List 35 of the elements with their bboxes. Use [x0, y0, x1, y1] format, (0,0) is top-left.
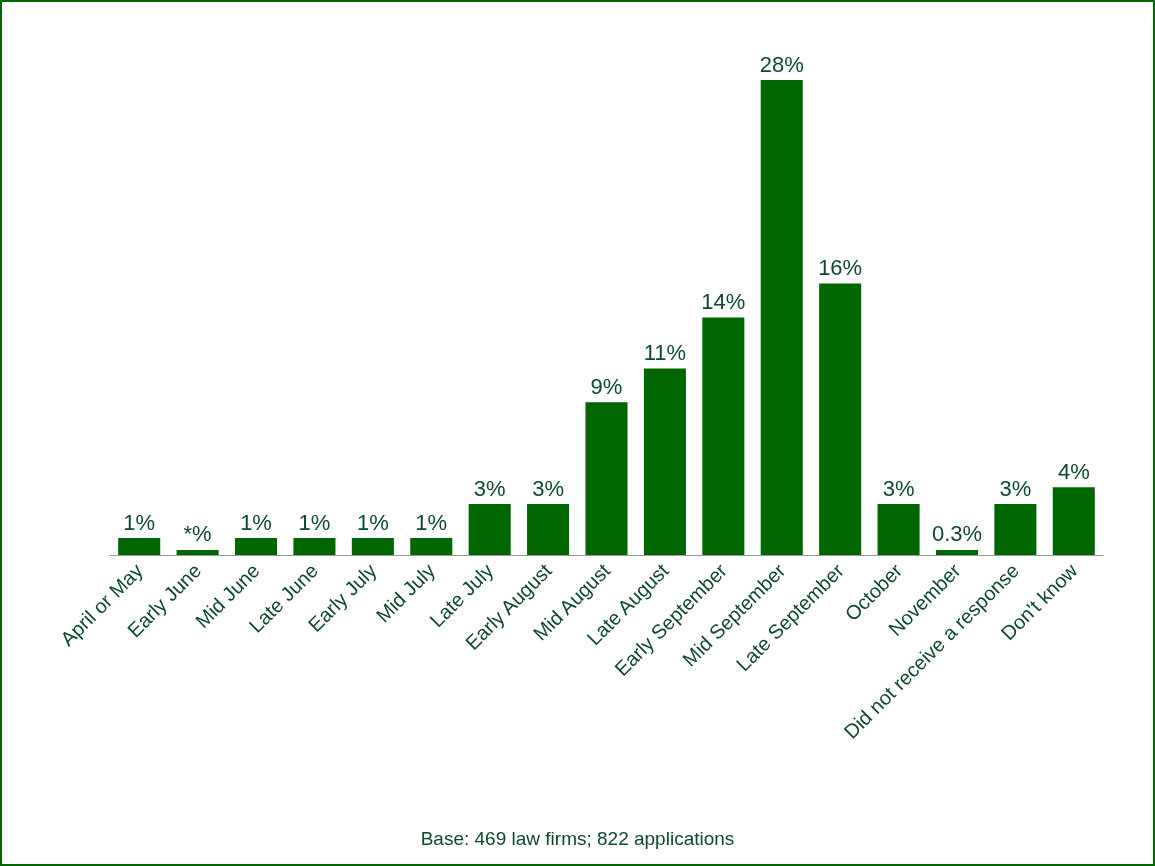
data-label: 1%: [415, 509, 448, 535]
data-label: 28%: [759, 51, 804, 77]
bar: [351, 538, 394, 555]
data-label: 3%: [882, 475, 915, 501]
data-label: 4%: [1057, 458, 1090, 484]
data-label: 9%: [590, 373, 623, 399]
data-label: 16%: [818, 255, 863, 281]
bar: [410, 538, 453, 555]
text: Base: 469 law firms; 822 applications: [420, 828, 735, 849]
bar: [994, 504, 1037, 555]
bar: [293, 538, 336, 555]
data-label: 3%: [999, 475, 1032, 501]
data-label: 3%: [473, 475, 506, 501]
bar: [877, 504, 920, 555]
data-label: 0.3%: [931, 521, 983, 547]
bar: [468, 504, 511, 555]
data-label: *%: [183, 521, 212, 547]
bar: [176, 549, 219, 555]
bar: [527, 504, 570, 555]
data-label: 14%: [701, 289, 746, 314]
bar: [702, 317, 745, 555]
bar: [1052, 487, 1095, 555]
bar: [819, 283, 862, 555]
data-label: 1%: [240, 509, 272, 535]
data-label: 1%: [356, 509, 389, 535]
bar: [235, 538, 278, 555]
data-label: 11%: [643, 339, 687, 365]
bar: [935, 549, 978, 555]
bar: [643, 368, 686, 555]
data-label: 1%: [123, 509, 156, 535]
bar: [585, 402, 628, 555]
data-label: 3%: [532, 475, 564, 501]
data-label: 1%: [298, 509, 331, 535]
bar: [118, 538, 161, 555]
bar: [760, 80, 803, 555]
